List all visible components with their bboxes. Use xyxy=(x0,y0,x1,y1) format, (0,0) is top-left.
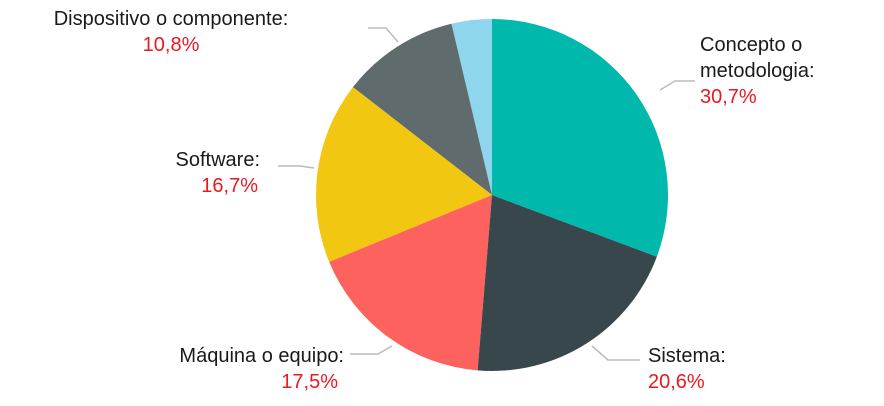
pie-slice xyxy=(352,23,492,195)
pie-slice xyxy=(451,19,492,195)
category-name: Sistema: xyxy=(648,345,726,367)
category-name: Dispositivo o componente: xyxy=(53,8,289,30)
slice-label: Sistema: 20,6% xyxy=(648,343,798,395)
pie-slice xyxy=(316,87,492,262)
value-label: 10,8% xyxy=(142,34,200,56)
slice-label: Software: 16,7% xyxy=(120,147,260,199)
category-name: Concepto o metodologia: xyxy=(700,34,815,82)
value-label: 20,6% xyxy=(648,371,705,393)
leader-line xyxy=(659,80,695,91)
leader-line xyxy=(350,345,393,355)
pie-slice xyxy=(492,19,668,257)
value-label: 16,7% xyxy=(201,175,258,197)
value-label: 30,7% xyxy=(700,86,757,108)
slice-label: Máquina o equipo: 17,5% xyxy=(90,343,344,395)
slice-label: Dispositivo o componente: 10,8% xyxy=(0,6,342,58)
leader-line xyxy=(278,165,315,169)
value-label: 17,5% xyxy=(281,371,338,393)
slice-label: Concepto o metodologia: 30,7% xyxy=(700,32,850,110)
pie-slice xyxy=(329,195,492,371)
pie-slice xyxy=(477,195,657,371)
leader-line xyxy=(368,27,399,43)
category-name: Software: xyxy=(175,149,260,171)
leader-line xyxy=(591,345,640,361)
category-name: Máquina o equipo: xyxy=(179,345,344,367)
